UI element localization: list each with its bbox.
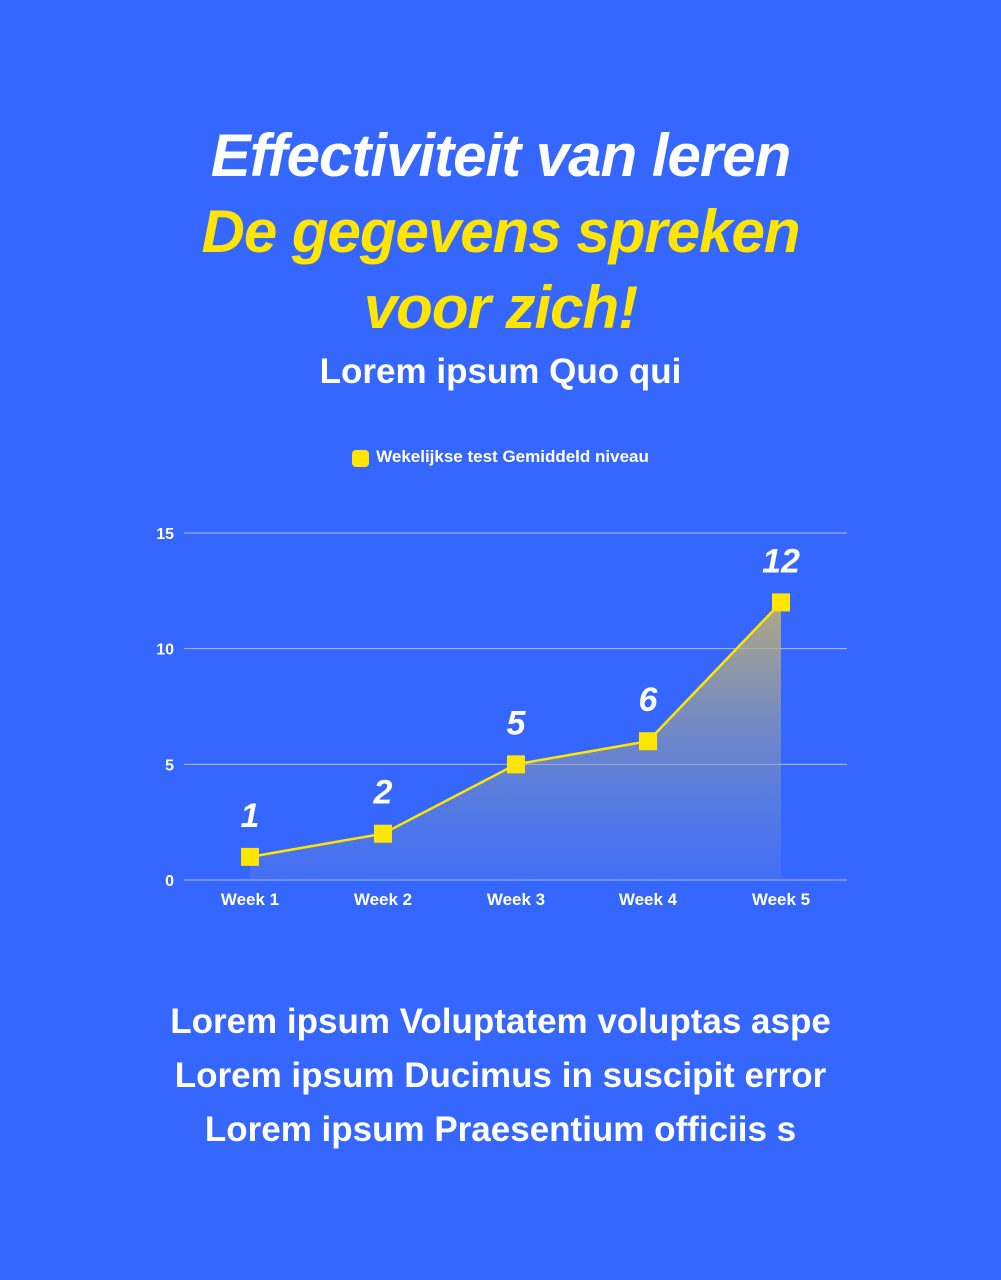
y-axis-ticks: 0 5 10 15 <box>156 526 174 890</box>
x-tick-label: Week 2 <box>354 890 412 909</box>
title-line-1: Effectiviteit van leren <box>210 122 791 189</box>
title-line-2: De gegevens spreken <box>201 198 801 265</box>
legend-swatch-icon <box>352 450 370 467</box>
data-value-label: 12 <box>762 542 800 580</box>
data-point-marker <box>772 593 790 612</box>
y-tick-label: 0 <box>165 873 174 890</box>
x-tick-label: Week 5 <box>752 890 810 909</box>
footer-line-2: Lorem ipsum Ducimus in suscipit error <box>174 1056 827 1095</box>
x-tick-label: Week 3 <box>487 890 545 909</box>
footer-line-1: Lorem ipsum Voluptatem voluptas aspe <box>170 1002 831 1041</box>
footer-text: Lorem ipsum Voluptatem voluptas aspe Lor… <box>0 995 1001 1157</box>
data-value-label: 1 <box>241 797 260 835</box>
data-point-marker <box>241 847 259 866</box>
data-value-label: 5 <box>507 704 527 742</box>
chart-legend: Wekelijkse test Gemiddeld niveau <box>0 446 1001 467</box>
area-fill <box>250 602 781 880</box>
data-point-marker <box>374 824 392 843</box>
title-line-3: voor zich! <box>363 274 638 341</box>
subtitle: Lorem ipsum Quo qui <box>319 352 682 391</box>
data-point-marker <box>639 732 657 751</box>
x-tick-label: Week 4 <box>619 890 678 909</box>
data-value-label: 6 <box>639 681 659 719</box>
footer-line-3: Lorem ipsum Praesentium officiis s <box>204 1110 797 1149</box>
legend-label: Wekelijkse test Gemiddeld niveau <box>376 446 649 466</box>
data-value-label: 2 <box>373 774 393 812</box>
x-axis-ticks: Week 1 Week 2 Week 3 Week 4 Week 5 <box>221 890 810 909</box>
y-tick-label: 15 <box>156 526 174 543</box>
data-point-marker <box>507 755 525 774</box>
data-markers <box>241 593 790 866</box>
y-tick-label: 5 <box>165 757 174 774</box>
y-tick-label: 10 <box>156 642 174 659</box>
x-tick-label: Week 1 <box>221 890 279 909</box>
